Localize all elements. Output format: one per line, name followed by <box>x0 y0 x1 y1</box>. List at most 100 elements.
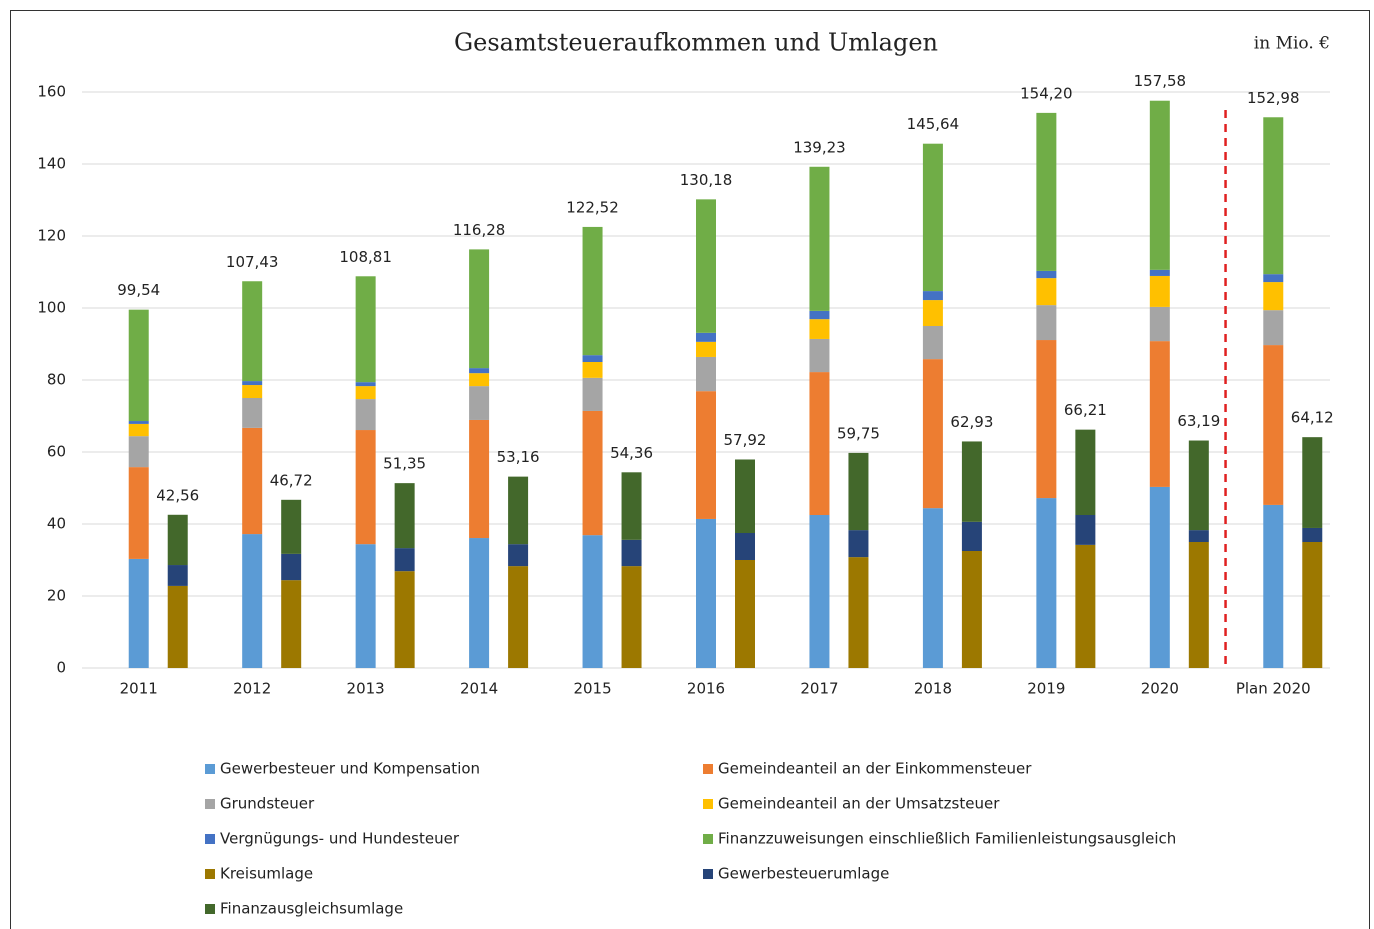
bar-segment <box>355 382 376 387</box>
bar-segment <box>696 518 716 668</box>
bar-segment <box>242 427 263 535</box>
bar-segment <box>1263 504 1284 668</box>
legend-label: Vergnügungs- und Hundesteuer <box>220 830 460 848</box>
bar-segment <box>1036 112 1057 271</box>
bar-segment <box>1302 437 1323 528</box>
bar-segment <box>281 580 302 668</box>
bar-segment <box>922 326 943 360</box>
bar-segment <box>1149 269 1170 276</box>
bar-segment <box>355 276 376 383</box>
y-tick-label: 20 <box>47 587 66 605</box>
bar-segment <box>1036 270 1057 279</box>
x-tick-label: 2016 <box>687 680 725 698</box>
y-tick-label: 60 <box>47 443 66 461</box>
bar-segment <box>582 377 603 411</box>
bar-segment <box>242 281 263 382</box>
bar-segment <box>469 386 490 420</box>
legend-swatch <box>703 799 713 809</box>
total-label: 64,12 <box>1291 409 1334 427</box>
total-label: 51,35 <box>383 455 426 473</box>
y-tick-label: 120 <box>37 227 66 245</box>
legend-label: Finanzausgleichsumlage <box>220 900 403 918</box>
x-tick-label: 2017 <box>800 680 838 698</box>
total-label: 62,93 <box>950 413 993 431</box>
bar-segment <box>922 291 943 301</box>
chart-title: Gesamtsteueraufkommen und Umlagen <box>454 29 938 57</box>
legend-label: Kreisumlage <box>220 865 313 883</box>
bar-segment <box>809 166 830 311</box>
bar-segment <box>355 386 376 400</box>
bar-segment <box>961 521 982 551</box>
bar-segment <box>1263 117 1284 275</box>
bar-segment <box>696 341 716 357</box>
y-tick-label: 80 <box>47 371 66 389</box>
bar-segment <box>242 385 263 398</box>
bar-segment <box>394 548 415 572</box>
legend-swatch <box>205 869 215 879</box>
bar-segment <box>1188 530 1209 542</box>
total-label: 116,28 <box>453 221 506 239</box>
legend-swatch <box>205 834 215 844</box>
bar-segment <box>1263 274 1284 283</box>
bar-segment <box>469 419 490 539</box>
bar-segment <box>848 530 869 558</box>
total-label: 99,54 <box>117 281 160 299</box>
bar-segment <box>582 362 603 378</box>
total-label: 107,43 <box>226 253 279 271</box>
total-label: 157,58 <box>1134 72 1187 90</box>
bar-segment <box>281 553 302 581</box>
bar-segment <box>809 310 830 320</box>
legend-label: Gewerbesteuer und Kompensation <box>220 760 480 778</box>
bar-segment <box>508 566 529 668</box>
y-tick-label: 140 <box>37 155 66 173</box>
bar-segment <box>1263 345 1284 505</box>
legend-label: Gemeindeanteil an der Einkommensteuer <box>718 760 1032 778</box>
bar-segment <box>696 332 716 342</box>
bar-segment <box>1075 515 1096 545</box>
bar-segment <box>735 533 755 560</box>
bar-segment <box>1302 542 1323 668</box>
bar-segment <box>1149 306 1170 342</box>
frame <box>10 10 1370 929</box>
bar-segment <box>922 508 943 668</box>
bar-segment <box>469 368 490 374</box>
x-tick-label: 2011 <box>120 680 158 698</box>
total-label: 66,21 <box>1064 401 1107 419</box>
total-label: 122,52 <box>566 198 619 216</box>
bar-segment <box>1188 440 1209 531</box>
bar-segment <box>394 483 415 549</box>
bar-segment <box>621 539 642 567</box>
bar-segment <box>1149 275 1170 307</box>
bar-segment <box>355 430 376 545</box>
bar-segment <box>394 571 415 668</box>
bar-segment <box>167 514 188 566</box>
bar-segment <box>696 391 716 519</box>
bar-segment <box>1036 498 1057 668</box>
x-tick-label: 2019 <box>1027 680 1065 698</box>
bar-segment <box>961 441 982 522</box>
total-label: 42,56 <box>156 486 199 504</box>
bar-segment <box>1149 341 1170 487</box>
bar-segment <box>582 410 603 536</box>
bar-segment <box>242 381 263 386</box>
legend-label: Finanzzuweisungen einschließlich Familie… <box>718 830 1176 848</box>
bar-segment <box>848 452 869 531</box>
total-label: 46,72 <box>270 471 313 489</box>
bar-segment <box>1149 100 1170 270</box>
bar-segment <box>1075 429 1096 515</box>
bar-segment <box>1188 542 1209 668</box>
bar-segment <box>355 544 376 668</box>
bar-segment <box>848 557 869 668</box>
bar-segment <box>508 476 529 545</box>
total-label: 139,23 <box>793 138 846 156</box>
bar-segment <box>242 534 263 668</box>
bar-segment <box>922 300 943 326</box>
total-label: 59,75 <box>837 424 880 442</box>
bar-segment <box>582 355 603 362</box>
bar-segment <box>809 338 830 373</box>
bar-segment <box>1036 305 1057 341</box>
bar-segment <box>128 558 149 668</box>
x-tick-label: 2014 <box>460 680 498 698</box>
x-tick-label: 2013 <box>347 680 385 698</box>
